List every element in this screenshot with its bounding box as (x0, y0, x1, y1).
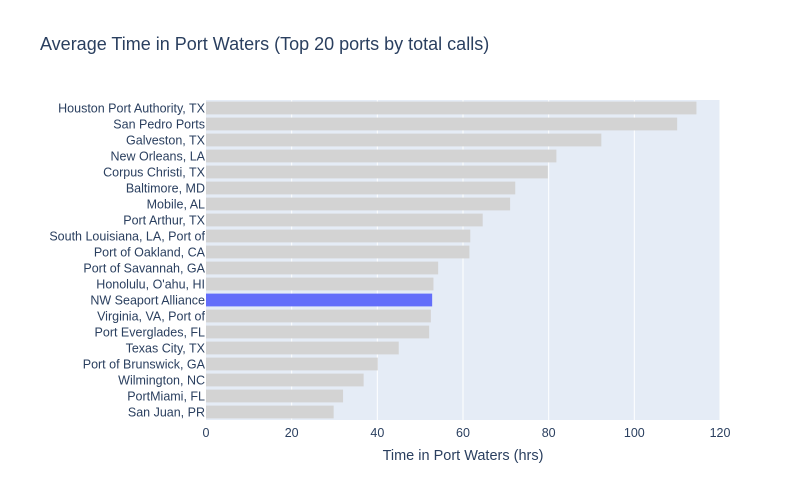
bar-0 (206, 101, 697, 115)
x-axis-title: Time in Port Waters (hrs) (383, 448, 544, 464)
y-tick-label: Galveston, TX (126, 134, 206, 148)
bar-11 (206, 277, 434, 291)
bar-3 (206, 149, 557, 163)
bar-5 (206, 181, 516, 195)
bar-15 (206, 341, 399, 355)
y-tick-label: Mobile, AL (147, 198, 205, 212)
y-tick-label: NW Seaport Alliance (90, 294, 205, 308)
x-tick-label: 0 (203, 426, 210, 440)
y-axis-labels: Houston Port Authority, TX San Pedro Port… (49, 102, 205, 420)
bar-13 (206, 309, 431, 323)
y-tick-label: Honolulu, O'ahu, HI (96, 278, 205, 292)
bar-2 (206, 133, 602, 147)
y-tick-label: Wilmington, NC (118, 374, 205, 388)
y-tick-label: Port of Brunswick, GA (83, 358, 206, 372)
bars (206, 101, 697, 419)
x-axis-labels: 0 20 40 60 80 100 120 (203, 426, 731, 440)
y-tick-label: Port of Savannah, GA (83, 262, 205, 276)
y-tick-label: New Orleans, LA (111, 150, 206, 164)
x-tick-label: 80 (542, 426, 556, 440)
x-tick-label: 20 (285, 426, 299, 440)
x-tick-label: 60 (456, 426, 470, 440)
bar-6 (206, 197, 511, 211)
bar-10 (206, 261, 439, 275)
y-tick-label: Virginia, VA, Port of (97, 310, 205, 324)
x-tick-label: 40 (370, 426, 384, 440)
y-tick-label: Texas City, TX (126, 342, 206, 356)
bar-1 (206, 117, 678, 131)
y-tick-label: Port Everglades, FL (95, 326, 206, 340)
y-tick-label: Corpus Christi, TX (103, 166, 206, 180)
bar-17 (206, 373, 364, 387)
y-tick-label: PortMiami, FL (127, 390, 205, 404)
y-tick-label: San Juan, PR (128, 406, 205, 420)
y-tick-label: Baltimore, MD (126, 182, 205, 196)
bar-18 (206, 389, 344, 403)
bar-9 (206, 245, 470, 259)
y-tick-label: South Louisiana, LA, Port of (49, 230, 205, 244)
bar-8 (206, 229, 471, 243)
bar-19 (206, 405, 334, 419)
x-tick-label: 100 (624, 426, 645, 440)
x-tick-label: 120 (710, 426, 731, 440)
y-tick-label: San Pedro Ports (113, 118, 205, 132)
bar-4 (206, 165, 548, 179)
bar-14 (206, 325, 430, 339)
y-tick-label: Port Arthur, TX (123, 214, 205, 228)
chart-title: Average Time in Port Waters (Top 20 port… (40, 34, 489, 54)
bar-7 (206, 213, 483, 227)
bar-16 (206, 357, 378, 371)
y-tick-label: Houston Port Authority, TX (58, 102, 205, 116)
bar-12 (206, 293, 433, 307)
y-tick-label: Port of Oakland, CA (94, 246, 206, 260)
